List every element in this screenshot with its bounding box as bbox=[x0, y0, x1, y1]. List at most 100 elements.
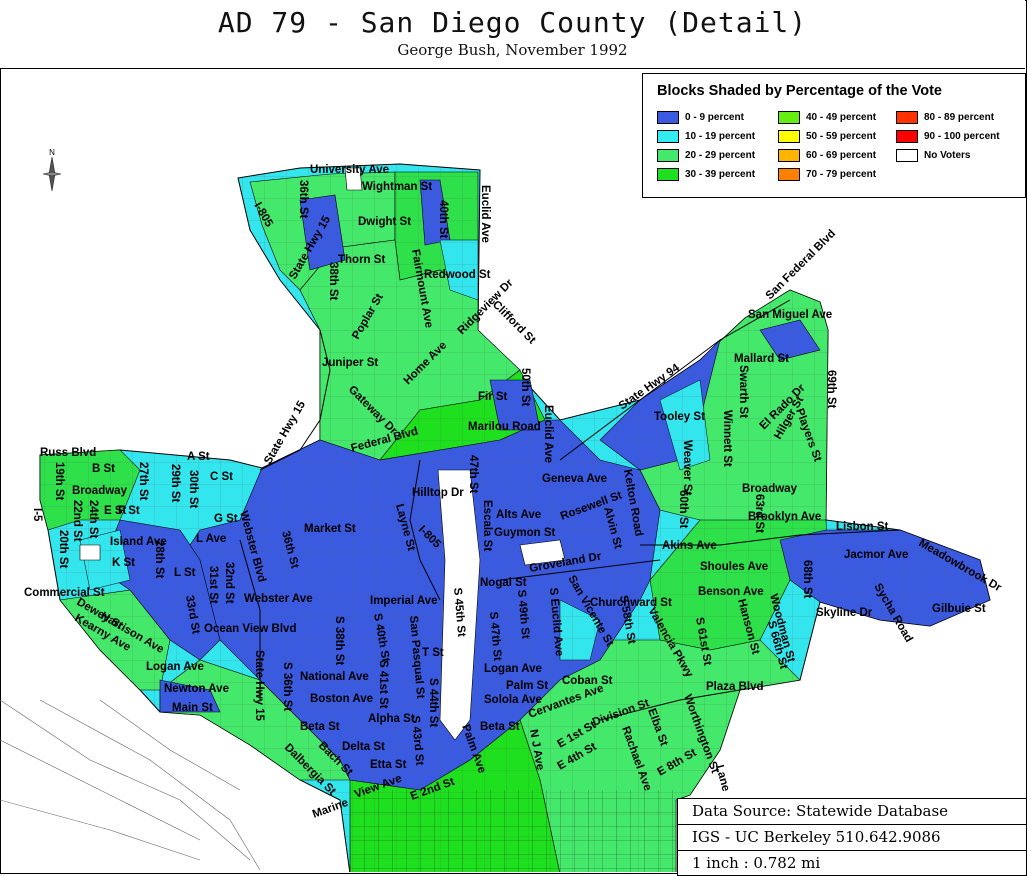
street-label: Etta St bbox=[370, 759, 407, 771]
street-label: Mallard St bbox=[734, 353, 789, 365]
street-label: Boston Ave bbox=[310, 693, 373, 705]
legend-label: 20 - 29 percent bbox=[685, 150, 756, 161]
street-label: Gilbuie St bbox=[932, 603, 986, 615]
legend-item: No Voters bbox=[896, 146, 1000, 165]
highways bbox=[239, 299, 901, 721]
street-label: Plaza Blvd bbox=[706, 681, 764, 693]
street-label: A St bbox=[187, 451, 210, 463]
source-credit: IGS - UC Berkeley 510.642.9086 bbox=[678, 825, 1026, 851]
outside-streets bbox=[0, 699, 261, 871]
legend-item: 50 - 59 percent bbox=[778, 127, 876, 146]
street-label: Logan Ave bbox=[484, 663, 542, 675]
street-label: Marilou Road bbox=[468, 421, 541, 433]
legend-swatch bbox=[657, 130, 679, 143]
street-label: 69th St bbox=[825, 370, 837, 409]
legend-item: 60 - 69 percent bbox=[778, 146, 876, 165]
street-label: Broadway bbox=[72, 485, 128, 497]
street-label: 20th St bbox=[57, 530, 69, 569]
street-label: Weaver St bbox=[681, 440, 693, 496]
street-label: S 49th St bbox=[515, 589, 531, 639]
legend-label: 90 - 100 percent bbox=[924, 131, 1000, 142]
street-label: Juniper St bbox=[322, 357, 378, 369]
street-label: 32nd St bbox=[223, 562, 235, 604]
street-label: Alpha St bbox=[368, 713, 415, 725]
legend-label: 60 - 69 percent bbox=[806, 150, 877, 161]
street-label: 24th St bbox=[87, 500, 99, 539]
street-label: Brooklyn Ave bbox=[748, 511, 821, 523]
street-label: 63rd St bbox=[753, 494, 765, 533]
legend-title: Blocks Shaded by Percentage of the Vote bbox=[657, 83, 942, 99]
map-scale: 1 inch : 0.782 mi bbox=[692, 854, 821, 872]
street-label: 30th St bbox=[187, 470, 199, 509]
street-label: Skyline Dr bbox=[816, 607, 873, 619]
legend: Blocks Shaded by Percentage of the Vote … bbox=[642, 73, 1026, 198]
street-label: 50th St bbox=[519, 368, 531, 407]
street-label: Geneva Ave bbox=[542, 473, 607, 485]
street-label: State Hwy 15 bbox=[253, 650, 265, 722]
street-label: S Euclid Ave bbox=[547, 587, 565, 657]
legend-label: 30 - 39 percent bbox=[685, 169, 756, 180]
legend-swatch bbox=[778, 130, 800, 143]
legend-swatch bbox=[896, 111, 918, 124]
street-label: Churchward St bbox=[590, 597, 672, 609]
street-label: Fir St bbox=[478, 391, 508, 403]
street-label: Euclid Ave bbox=[542, 405, 554, 463]
street-label: F St bbox=[118, 505, 140, 517]
map-subtitle: George Bush, November 1992 bbox=[397, 41, 628, 59]
street-label: 19th St bbox=[53, 462, 65, 501]
street-label: National Ave bbox=[300, 671, 369, 683]
legend-column: 40 - 49 percent 50 - 59 percent 60 - 69 … bbox=[778, 108, 876, 184]
street-label: Euclid Ave bbox=[479, 185, 491, 243]
street-label: 68th St bbox=[801, 560, 813, 599]
street-label: San Miguel Ave bbox=[748, 309, 832, 321]
title-block: AD 79 - San Diego County (Detail) George… bbox=[0, 0, 1025, 69]
street-label: 31st St bbox=[207, 566, 219, 604]
street-label: 27th St bbox=[137, 462, 149, 501]
street-label: Shoules Ave bbox=[700, 561, 768, 573]
street-label: Thorn St bbox=[338, 254, 385, 266]
street-label: 22nd St bbox=[71, 500, 83, 542]
street-label: Island Ave bbox=[110, 536, 167, 548]
street-label: L St bbox=[174, 567, 196, 579]
street-label: 28th St bbox=[153, 540, 165, 579]
legend-label: 40 - 49 percent bbox=[806, 112, 877, 123]
street-label: Tooley St bbox=[654, 411, 705, 423]
legend-swatch bbox=[778, 168, 800, 181]
north-arrow: N bbox=[40, 148, 64, 192]
street-label: Wightman St bbox=[362, 181, 432, 193]
legend-column: 0 - 9 percent 10 - 19 percent 20 - 29 pe… bbox=[657, 108, 755, 184]
map-title: AD 79 - San Diego County (Detail) bbox=[217, 6, 808, 39]
street-label: 36th St bbox=[297, 180, 309, 219]
legend-item: 90 - 100 percent bbox=[896, 127, 1000, 146]
street-label: E St bbox=[104, 505, 127, 517]
street-label: Main St bbox=[172, 702, 213, 714]
street-label: Guymon St bbox=[494, 527, 556, 539]
legend-swatch bbox=[896, 149, 918, 162]
legend-item: 70 - 79 percent bbox=[778, 165, 876, 184]
legend-swatch bbox=[657, 168, 679, 181]
street-label: Escala St bbox=[481, 500, 493, 551]
street-label: Akins Ave bbox=[662, 540, 717, 552]
street-label: S 36th St bbox=[281, 662, 293, 711]
street-label: 47th St bbox=[467, 455, 479, 494]
street-label: S 43rd St bbox=[409, 715, 425, 766]
street-label: Benson Ave bbox=[698, 586, 764, 598]
street-label: B St bbox=[92, 463, 115, 475]
street-label: Russ Blvd bbox=[40, 447, 96, 459]
legend-swatch bbox=[778, 111, 800, 124]
street-label: 38th St bbox=[327, 262, 339, 301]
street-label: Solola Ave bbox=[484, 694, 542, 706]
legend-label: 10 - 19 percent bbox=[685, 131, 756, 142]
street-label: S 45th St bbox=[451, 587, 467, 637]
dense-block-grid bbox=[350, 790, 676, 872]
legend-item: 30 - 39 percent bbox=[657, 165, 755, 184]
legend-label: 70 - 79 percent bbox=[806, 169, 877, 180]
street-label: S 38th St bbox=[333, 616, 345, 665]
street-label: Newton Ave bbox=[164, 683, 229, 695]
street-label: Jacmor Ave bbox=[844, 549, 908, 561]
street-label: Palm St bbox=[506, 680, 548, 692]
legend-label: 80 - 89 percent bbox=[924, 112, 995, 123]
street-label: Ocean View Blvd bbox=[204, 623, 296, 635]
street-label: Dwight St bbox=[358, 216, 411, 228]
precinct-map: University Ave Wightman St 36th St Eucli… bbox=[0, 163, 1004, 872]
